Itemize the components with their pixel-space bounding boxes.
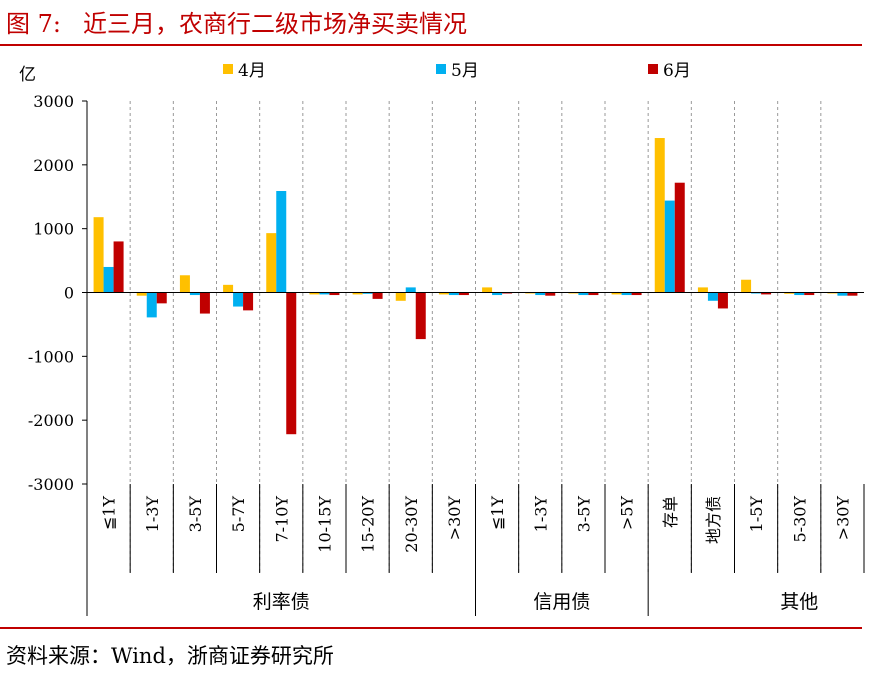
y-tick-label: 1000 (33, 220, 74, 239)
bar-apr (223, 284, 234, 293)
bar-may (103, 266, 114, 293)
category-label: 3-5Y (186, 496, 205, 533)
bar-jun (372, 292, 383, 299)
bar-apr (482, 287, 493, 293)
bar-apr (611, 292, 622, 295)
y-tick-label: 2000 (33, 156, 74, 175)
bar-apr (352, 292, 363, 295)
category-label: 1-5Y (747, 496, 766, 533)
category-label: 地方债 (704, 496, 723, 544)
category-label: 3-5Y (574, 496, 593, 533)
bar-apr (93, 217, 104, 293)
category-label: 1-3Y (143, 496, 162, 533)
category-label: 15-20Y (359, 496, 378, 553)
y-tick-label: -2000 (28, 411, 74, 430)
bar-jun (199, 292, 210, 314)
bar-jun (415, 292, 426, 340)
bar-apr (395, 292, 406, 301)
bar-may (535, 292, 546, 296)
legend-swatch (648, 64, 658, 74)
category-label: 5-7Y (229, 496, 248, 533)
bar-may (405, 287, 416, 293)
bar-apr (438, 292, 449, 295)
bar-jun (458, 292, 469, 296)
bar-apr (654, 138, 665, 293)
category-label: 20-30Y (402, 496, 421, 553)
bar-jun (243, 292, 254, 311)
y-tick-label: 0 (64, 284, 74, 303)
bar-may (578, 292, 589, 296)
category-label: ≦1Y (488, 496, 507, 531)
bar-apr (697, 287, 708, 293)
category-label: 5-30Y (790, 496, 809, 543)
title-rule (0, 44, 862, 46)
bar-may (492, 292, 503, 296)
figure-title: 图 7: 近三月，农商行二级市场净买卖情况 (6, 4, 467, 39)
bar-apr (309, 292, 320, 295)
y-tick-label: -1000 (28, 347, 74, 366)
bar-jun (674, 182, 685, 293)
bar-may (707, 292, 718, 301)
figure-number: 图 7: (6, 10, 61, 38)
bar-jun (804, 292, 815, 296)
category-label: 存单 (661, 496, 680, 528)
category-label: 10-15Y (315, 496, 334, 553)
bar-may (189, 292, 200, 296)
bar-jun (286, 292, 297, 435)
bar-jun (156, 292, 167, 304)
legend-label: 6月 (663, 61, 691, 81)
bar-jun (588, 292, 599, 296)
group-label: 其他 (780, 591, 818, 613)
bar-may (146, 292, 157, 318)
bar-may (794, 292, 805, 296)
bar-jun (329, 292, 340, 296)
bar-jun (113, 241, 124, 293)
figure-title-text: 近三月，农商行二级市场净买卖情况 (82, 10, 467, 38)
y-axis-unit-label: 亿 (19, 65, 36, 85)
category-label: ≦1Y (100, 496, 119, 531)
legend-swatch (223, 64, 233, 74)
bar-jun (847, 292, 858, 296)
category-label: 1-3Y (531, 496, 550, 533)
category-label: >30Y (833, 496, 852, 541)
bar-jun (717, 292, 728, 309)
bar-may (837, 292, 848, 296)
y-tick-label: 3000 (33, 92, 74, 111)
bar-jun (631, 292, 642, 296)
bar-may (319, 292, 330, 295)
bar-apr (784, 292, 795, 294)
legend-swatch (436, 64, 446, 74)
y-tick-label: -3000 (28, 475, 74, 494)
bar-may (448, 292, 459, 296)
source-rule (0, 627, 862, 629)
group-label: 利率债 (253, 591, 310, 613)
category-label: 7-10Y (272, 496, 291, 543)
source-note: 资料来源：Wind，浙商证券研究所 (6, 644, 334, 668)
bar-may (276, 191, 287, 293)
bar-apr (136, 292, 147, 296)
bar-jun (761, 292, 772, 295)
group-label: 信用债 (533, 591, 590, 613)
bar-apr (179, 275, 190, 293)
bar-may (362, 292, 373, 294)
bar-jun (545, 292, 556, 296)
legend-label: 4月 (238, 61, 266, 81)
bar-may (664, 200, 675, 293)
bar-may (621, 292, 632, 296)
legend-label: 5月 (451, 61, 479, 81)
bar-apr (266, 233, 277, 293)
category-label: >30Y (445, 496, 464, 541)
bar-apr (741, 279, 752, 293)
bar-may (233, 292, 244, 307)
category-label: >5Y (618, 496, 637, 531)
